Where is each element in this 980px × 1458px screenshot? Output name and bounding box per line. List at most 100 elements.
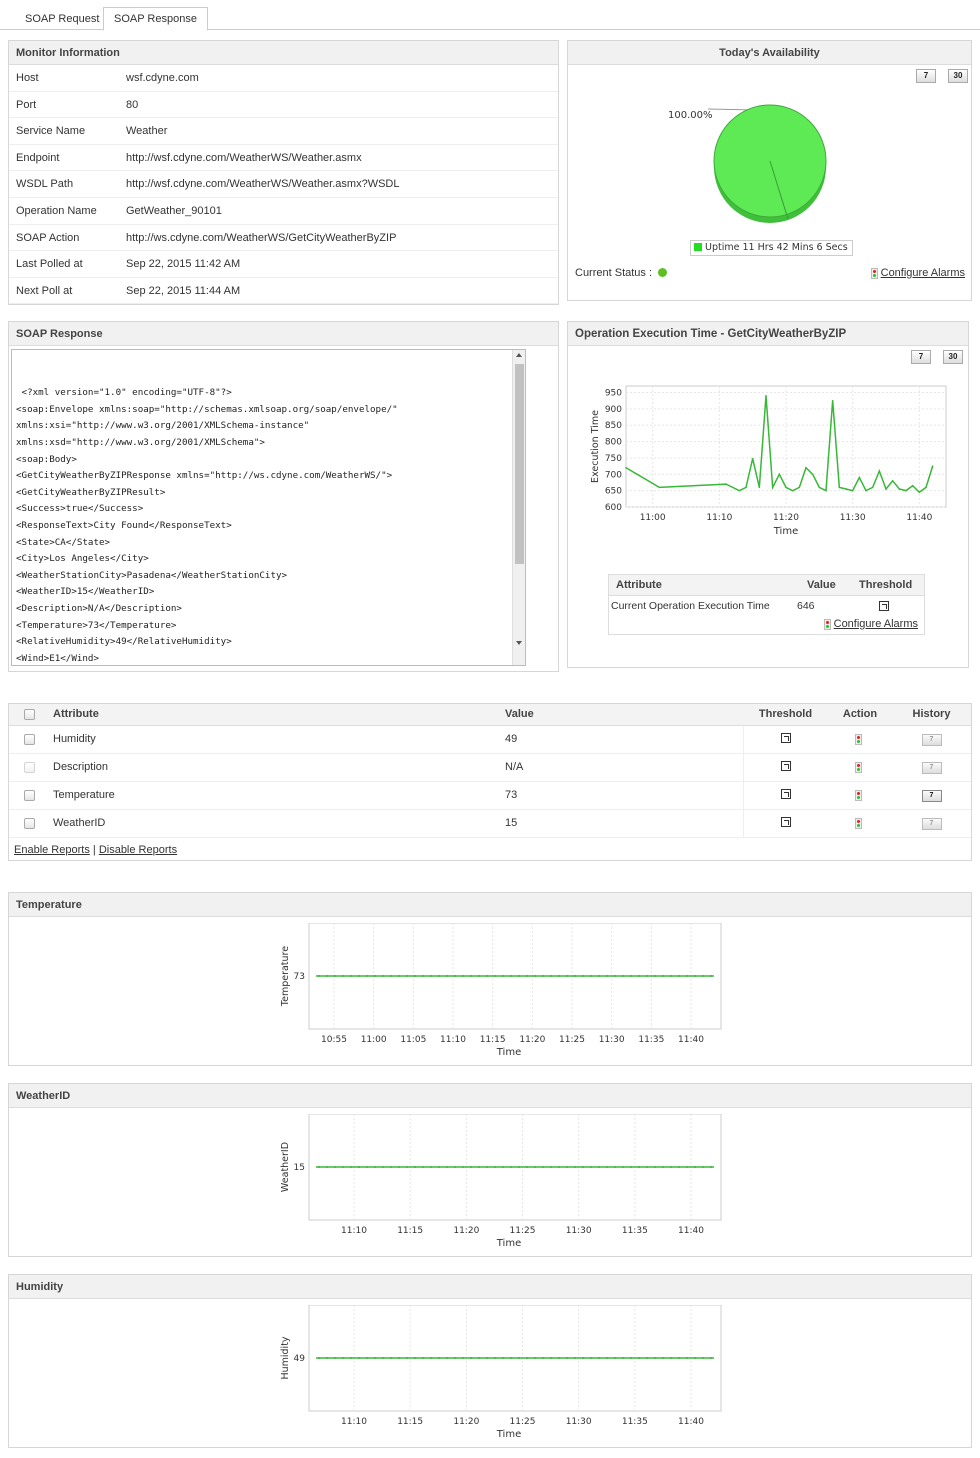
pie-percent-label: 100.00% <box>668 110 713 121</box>
data-point <box>638 975 640 977</box>
action-alarm-icon[interactable] <box>855 817 862 829</box>
data-point <box>390 975 392 977</box>
exec-30day-button[interactable]: 30 <box>943 350 963 364</box>
exec-col-attribute: Attribute <box>616 579 662 591</box>
data-point <box>898 488 901 490</box>
history-button[interactable]: 7 <box>921 818 942 830</box>
disable-reports-link[interactable]: Disable Reports <box>98 844 178 856</box>
monitor-info-panel: Monitor Information Host wsf.cdyne.com Por… <box>8 40 559 305</box>
data-point <box>878 470 881 472</box>
data-point <box>318 975 320 977</box>
configure-alarms-availability[interactable]: Configure Alarms <box>870 267 965 279</box>
data-point <box>446 1357 448 1359</box>
data-point <box>658 486 661 489</box>
data-point <box>625 466 627 469</box>
y-tick-label: 650 <box>605 487 622 497</box>
data-point <box>885 488 887 490</box>
data-point <box>550 1166 552 1168</box>
exec-7day-button[interactable]: 7 <box>911 350 931 364</box>
data-point <box>865 489 867 492</box>
data-point <box>598 1357 600 1359</box>
monitor-info-row: Service Name Weather <box>9 118 558 145</box>
monitor-info-row: WSDL Path http://wsf.cdyne.com/WeatherWS/… <box>9 171 558 198</box>
attribute-value: 15 <box>505 809 744 838</box>
data-point <box>382 1357 384 1359</box>
threshold-icon[interactable] <box>780 788 791 799</box>
xml-line: <WeatherID>15</WeatherID> <box>16 586 155 598</box>
tab-soap-response[interactable]: SOAP Response <box>103 7 208 31</box>
data-point <box>925 486 927 489</box>
monitor-info-value: http://wsf.cdyne.com/WeatherWS/Weather.a… <box>126 151 362 164</box>
y-tick-label: 850 <box>605 421 622 431</box>
history-button[interactable]: 7 <box>921 734 942 746</box>
threshold-edit-icon[interactable] <box>879 601 889 611</box>
scrollbar[interactable] <box>512 350 525 665</box>
y-axis-label: Humidity <box>280 1336 291 1379</box>
exec-attribute-table: Attribute Value Threshold Current Operat… <box>608 574 925 635</box>
data-point <box>745 486 747 489</box>
exec-configure-alarms[interactable]: Configure Alarms <box>823 616 918 632</box>
attribute-value: N/A <box>505 753 744 782</box>
monitor-info-value: Sep 22, 2015 11:44 AM <box>126 284 241 297</box>
data-point <box>422 1166 424 1168</box>
execution-time-panel: Operation Execution Time - GetCityWeathe… <box>567 321 969 668</box>
data-point <box>414 1357 416 1359</box>
action-alarm-icon[interactable] <box>855 789 862 801</box>
threshold-icon[interactable] <box>780 760 791 771</box>
x-tick-label: 11:25 <box>510 1417 536 1427</box>
data-point <box>510 1357 512 1359</box>
x-tick-label: 11:10 <box>341 1226 367 1236</box>
data-point <box>630 1166 632 1168</box>
history-button[interactable]: 7 <box>921 762 942 774</box>
configure-alarms-link[interactable]: Configure Alarms <box>833 618 918 630</box>
history-button[interactable]: 7 <box>921 790 942 802</box>
attribute-name: Humidity <box>53 725 505 754</box>
data-point <box>751 457 754 460</box>
data-point <box>526 1357 528 1359</box>
soap-response-textarea[interactable]: <?xml version="1.0" encoding="UTF-8"?> <s… <box>11 349 526 666</box>
data-point <box>891 480 894 482</box>
y-tick-label: 750 <box>605 454 622 464</box>
x-tick-label: 11:40 <box>678 1417 704 1427</box>
select-all-checkbox[interactable] <box>24 708 35 720</box>
enable-reports-link[interactable]: Enable Reports <box>14 844 90 856</box>
availability-30day-button[interactable]: 30 <box>948 69 968 83</box>
data-point <box>702 1357 704 1359</box>
xml-line: <Success>true</Success> <box>16 503 144 515</box>
threshold-icon[interactable] <box>780 816 791 827</box>
data-point <box>342 975 344 977</box>
configure-alarms-link[interactable]: Configure Alarms <box>880 267 965 279</box>
threshold-icon[interactable] <box>780 732 791 743</box>
monitor-info-row: SOAP Action http://ws.cdyne.com/WeatherWS… <box>9 225 558 252</box>
data-point <box>318 1357 320 1359</box>
scroll-down-icon[interactable] <box>516 641 522 645</box>
row-checkbox[interactable] <box>24 817 35 829</box>
xml-line: <soap:Envelope xmlns:soap="http://schema… <box>16 403 398 415</box>
monitor-info-title: Monitor Information <box>9 41 558 65</box>
monitor-info-row: Host wsf.cdyne.com <box>9 65 558 92</box>
action-alarm-icon[interactable] <box>855 733 862 745</box>
data-point <box>326 1357 328 1359</box>
alarm-icon <box>823 618 831 630</box>
row-checkbox[interactable] <box>24 789 35 801</box>
data-point <box>550 1357 552 1359</box>
scroll-thumb[interactable] <box>515 364 524 564</box>
data-point <box>662 1357 664 1359</box>
data-point <box>486 1357 488 1359</box>
row-checkbox[interactable] <box>24 733 35 745</box>
scroll-up-icon[interactable] <box>516 353 522 357</box>
data-point <box>462 975 464 977</box>
row-checkbox[interactable] <box>24 761 35 773</box>
exec-col-threshold: Threshold <box>859 579 913 591</box>
data-point <box>686 1357 688 1359</box>
data-point <box>710 975 712 977</box>
data-point <box>654 1166 656 1168</box>
data-point <box>825 489 827 492</box>
action-alarm-icon[interactable] <box>855 761 862 773</box>
col-value: Value <box>505 704 743 726</box>
soap-response-title: SOAP Response <box>9 322 558 346</box>
availability-7day-button[interactable]: 7 <box>916 69 936 83</box>
x-axis-label: Time <box>496 1238 521 1249</box>
tab-soap-request[interactable]: SOAP Request <box>25 13 100 25</box>
xml-line: xmlns:xsd="http://www.w3.org/2001/XMLSch… <box>16 436 265 448</box>
